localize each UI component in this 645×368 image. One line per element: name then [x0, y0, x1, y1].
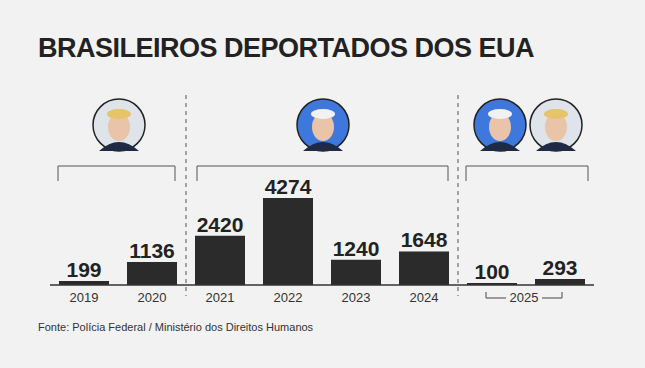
svg-text:2022: 2022	[274, 290, 303, 305]
svg-text:1240: 1240	[333, 237, 380, 260]
svg-text:1136: 1136	[129, 239, 175, 262]
svg-text:2023: 2023	[342, 290, 371, 305]
svg-text:293: 293	[542, 256, 577, 279]
html-text:Fonte: Polícia Federal / Minis: Fonte: Polícia Federal / Ministério dos …	[38, 321, 314, 333]
svg-text:100: 100	[474, 260, 509, 283]
svg-text:4274: 4274	[265, 175, 312, 198]
html-text:BRASILEIROS DEPORTADOS DOS EUA: BRASILEIROS DEPORTADOS DOS EUA	[38, 33, 535, 63]
svg-text:1648: 1648	[401, 228, 448, 251]
svg-text:2025: 2025	[510, 290, 539, 305]
svg-text:2019: 2019	[70, 290, 99, 305]
svg-text:2021: 2021	[206, 290, 235, 305]
svg-text:2420: 2420	[197, 213, 244, 236]
svg-text:2024: 2024	[410, 290, 439, 305]
svg-text:199: 199	[66, 258, 101, 281]
svg-text:2020: 2020	[138, 290, 167, 305]
